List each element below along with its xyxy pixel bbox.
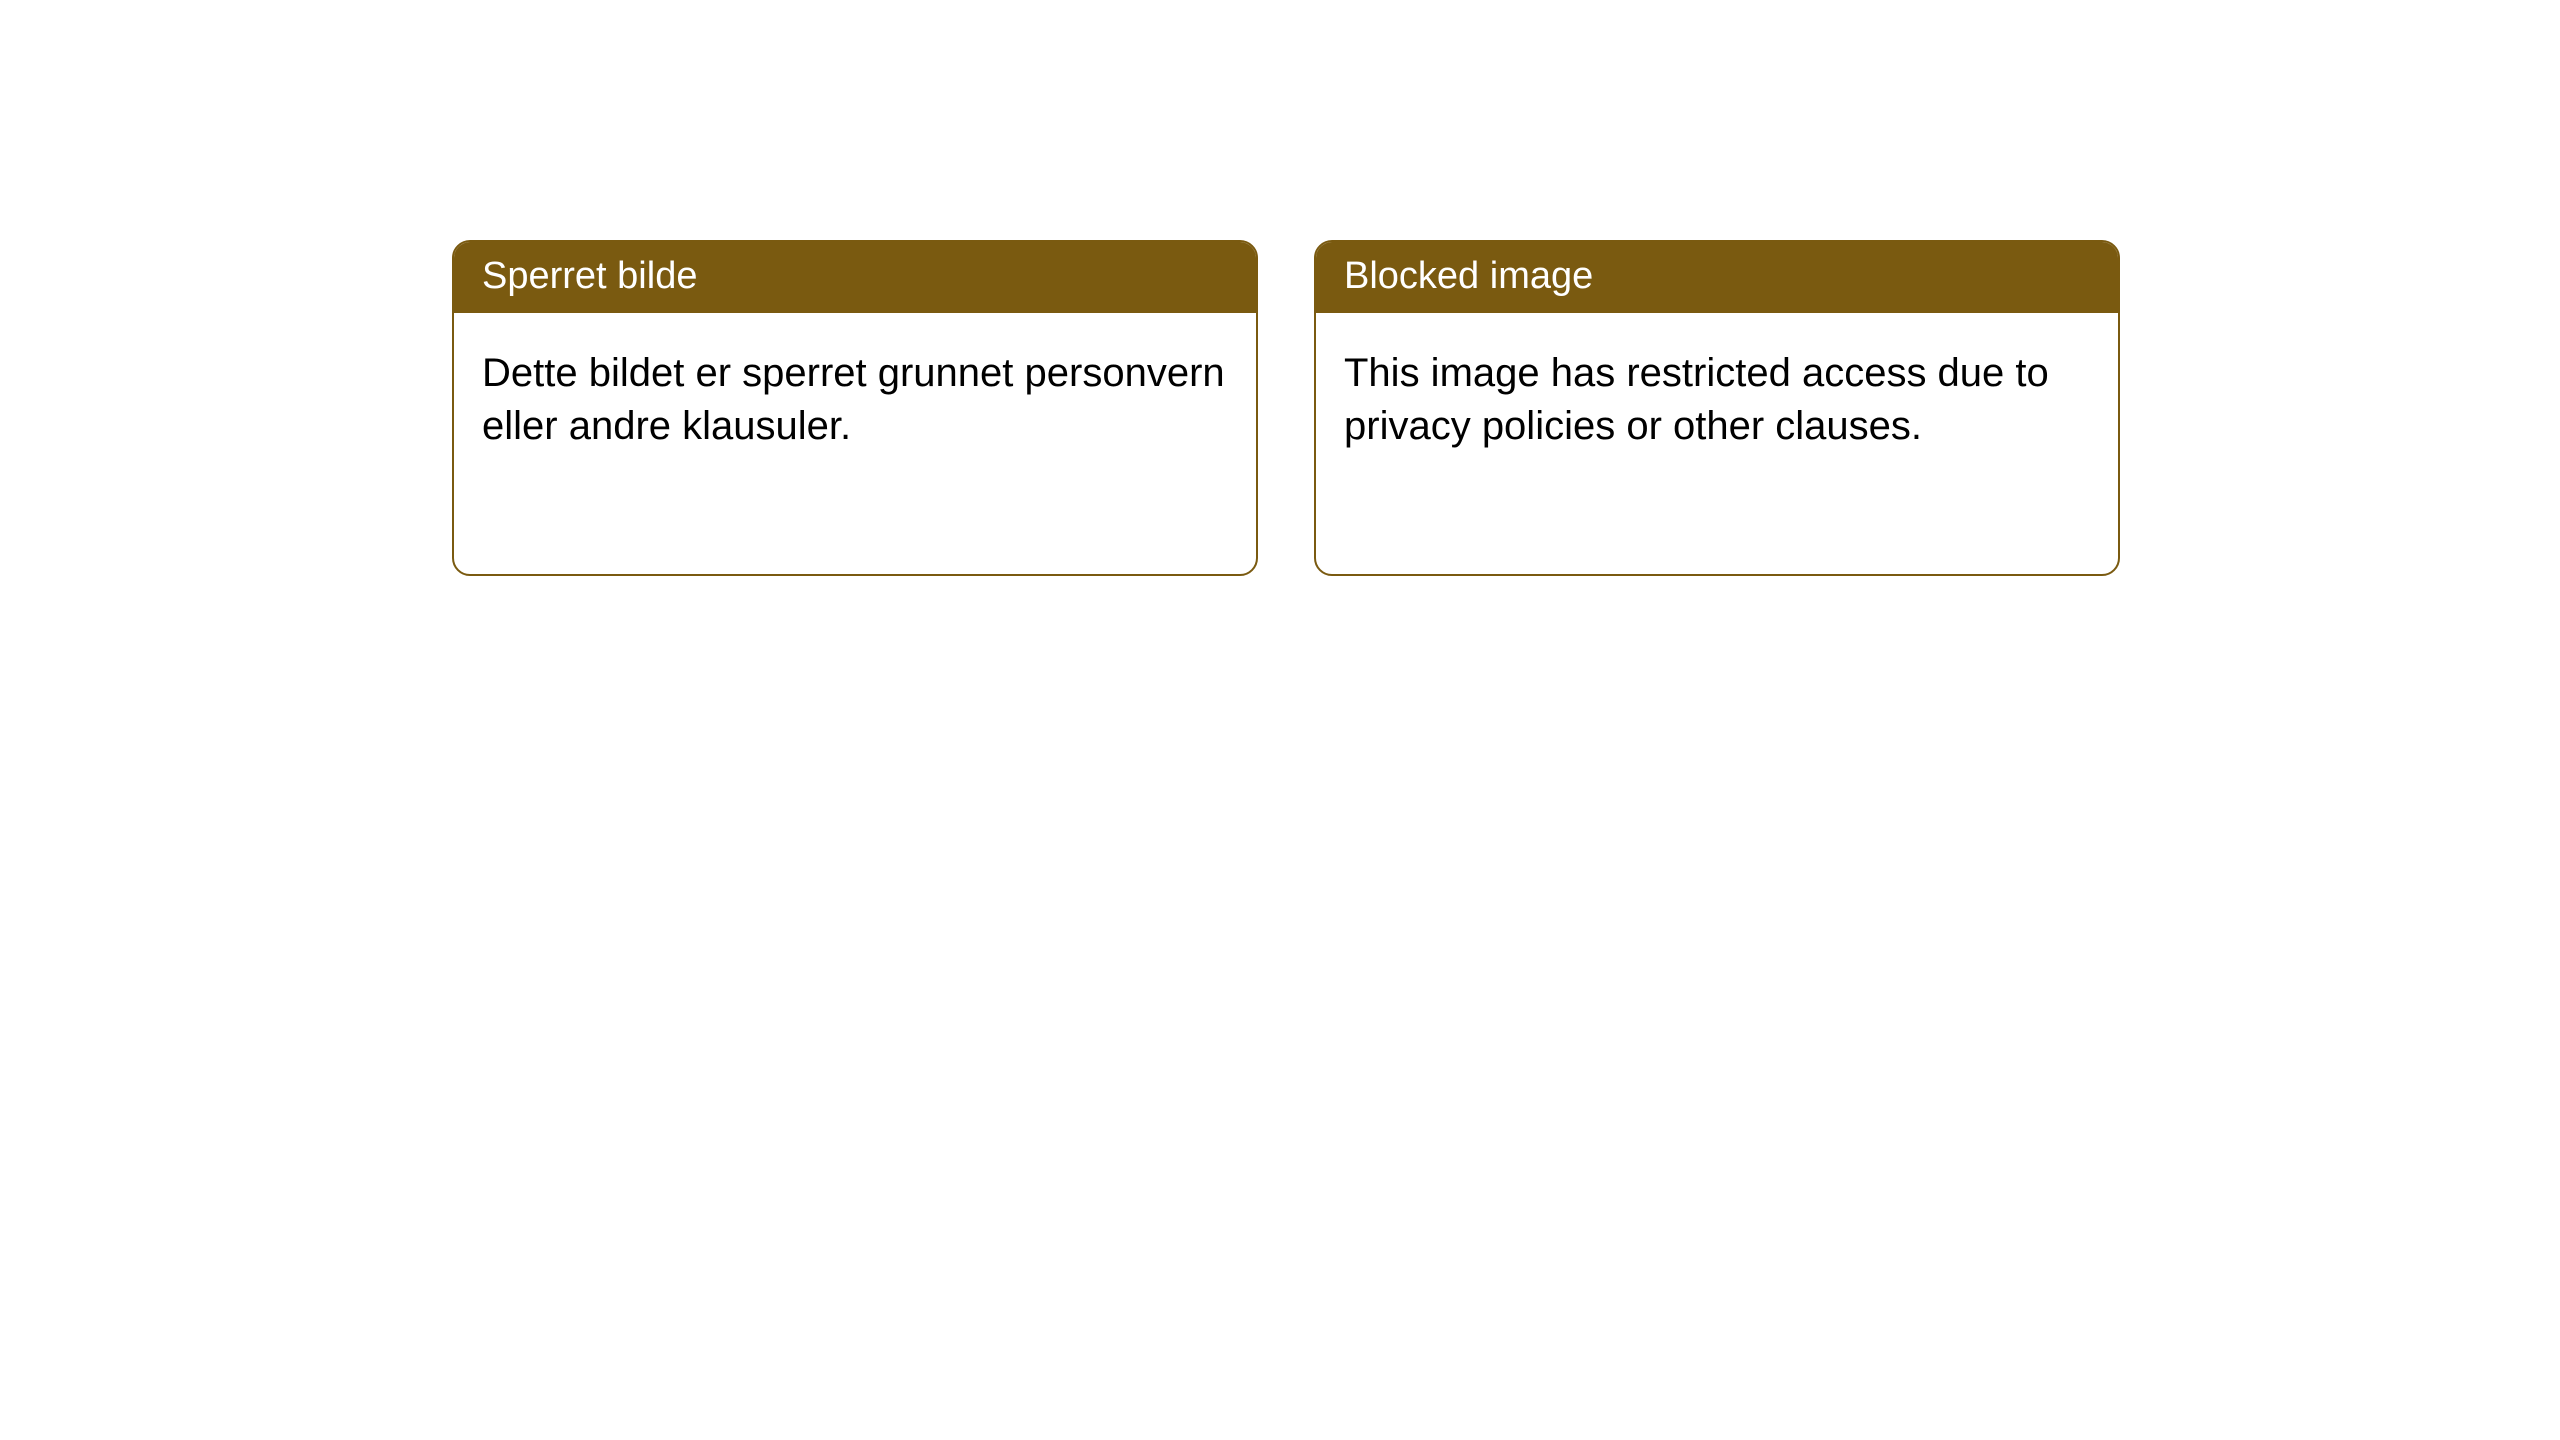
- notice-container: Sperret bilde Dette bildet er sperret gr…: [0, 0, 2560, 576]
- notice-header-norwegian: Sperret bilde: [454, 242, 1256, 313]
- notice-card-english: Blocked image This image has restricted …: [1314, 240, 2120, 576]
- notice-body-english: This image has restricted access due to …: [1316, 313, 2118, 487]
- notice-card-norwegian: Sperret bilde Dette bildet er sperret gr…: [452, 240, 1258, 576]
- notice-header-english: Blocked image: [1316, 242, 2118, 313]
- notice-body-norwegian: Dette bildet er sperret grunnet personve…: [454, 313, 1256, 487]
